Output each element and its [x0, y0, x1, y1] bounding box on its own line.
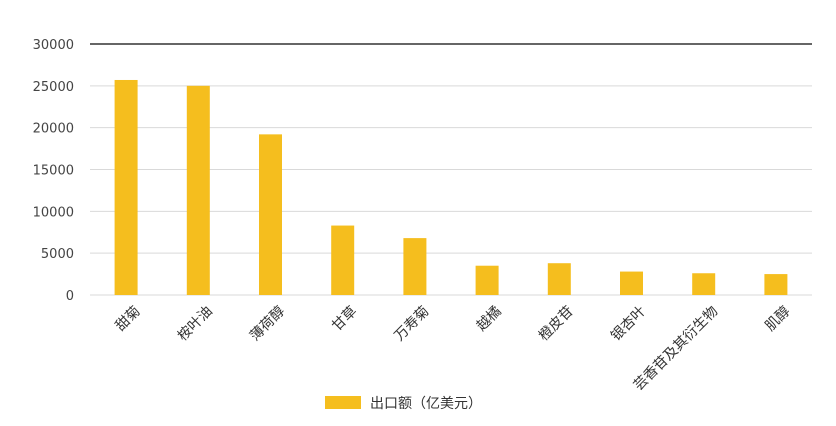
bar — [186, 85, 210, 295]
y-tick-label: 25000 — [33, 80, 74, 95]
bar — [620, 271, 643, 295]
y-tick-label: 30000 — [33, 38, 74, 53]
y-tick-label: 20000 — [33, 122, 74, 137]
legend-swatch — [325, 396, 361, 409]
x-tick-label: 桉叶油 — [175, 303, 216, 344]
bar — [475, 265, 499, 295]
bar — [547, 263, 571, 295]
x-tick-label: 橙皮苷 — [536, 303, 577, 344]
bar — [331, 225, 355, 295]
y-axis-ticks: 0 5000 10000 15000 20000 25000 30000 — [33, 38, 74, 304]
legend-label: 出口额（亿美元） — [370, 396, 482, 412]
y-tick-label: 15000 — [33, 164, 74, 179]
bar — [114, 79, 138, 295]
x-tick-label: 甜菊 — [113, 303, 144, 334]
legend: 出口额（亿美元） — [325, 396, 482, 412]
x-tick-label: 甘草 — [329, 303, 360, 334]
bar — [403, 238, 427, 295]
y-tick-label: 0 — [66, 289, 74, 304]
gridlines — [90, 43, 812, 296]
x-tick-label: 薄荷醇 — [246, 303, 288, 345]
x-tick-label: 银杏叶 — [608, 303, 649, 344]
bars — [114, 79, 788, 295]
bar — [692, 273, 716, 295]
bar — [764, 274, 788, 295]
y-tick-label: 10000 — [33, 205, 74, 220]
bar — [259, 134, 282, 295]
x-tick-label: 肌醇 — [762, 303, 794, 335]
x-tick-label: 越橘 — [474, 303, 505, 334]
y-tick-label: 5000 — [41, 247, 74, 262]
x-tick-label: 万寿菊 — [391, 303, 433, 345]
